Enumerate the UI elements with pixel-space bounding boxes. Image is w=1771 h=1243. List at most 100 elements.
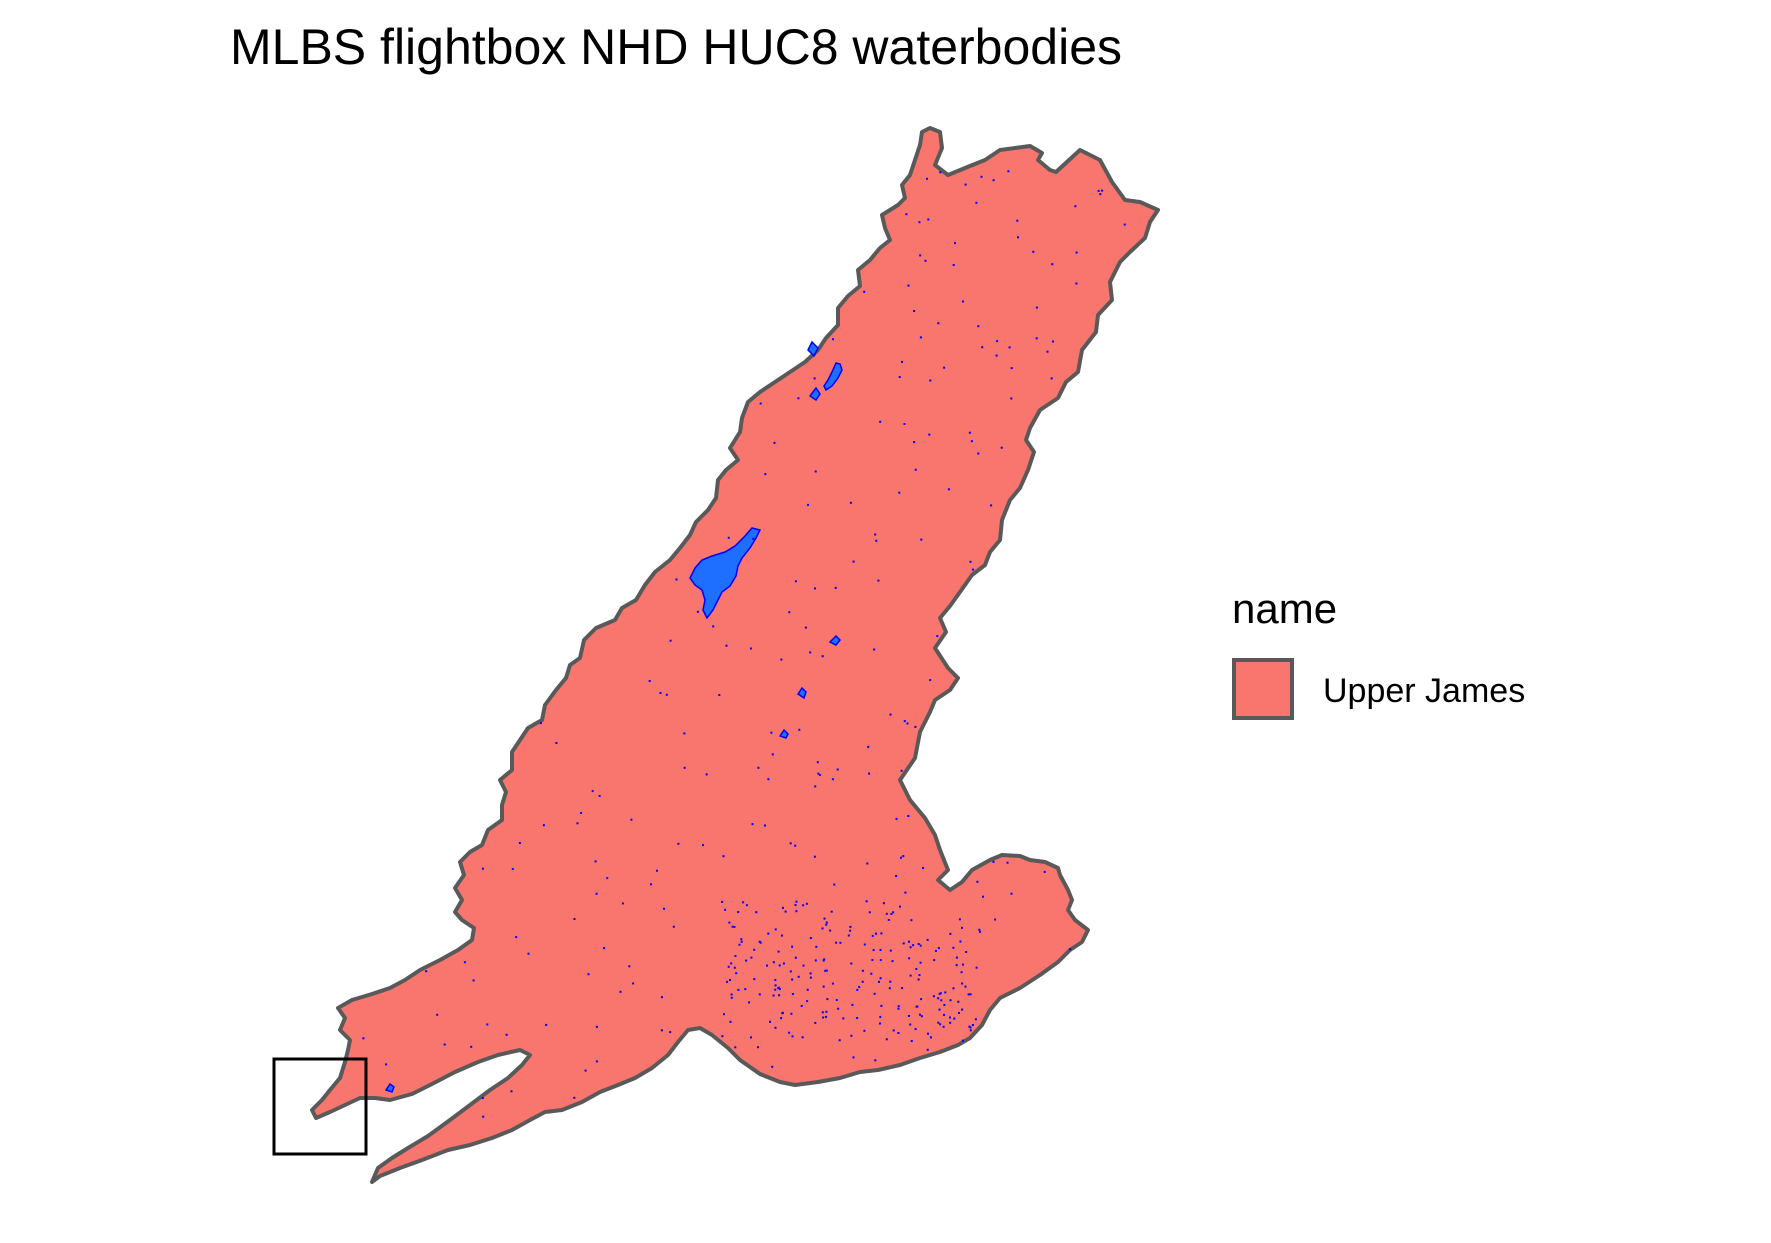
small-waterbody-dot (1032, 250, 1035, 253)
small-waterbody-dot (871, 959, 874, 961)
small-waterbody-dot (1010, 367, 1013, 370)
small-waterbody-dot (675, 578, 678, 581)
small-waterbody-dot (824, 969, 827, 972)
small-waterbody-dot (515, 936, 518, 939)
small-waterbody-dot (737, 988, 740, 991)
small-waterbody-dot (868, 772, 871, 775)
small-waterbody-dot (914, 468, 917, 471)
small-waterbody-dot (968, 1025, 971, 1028)
small-waterbody-dot (660, 1029, 663, 1032)
small-waterbody-dot (806, 1000, 809, 1003)
small-waterbody-dot (758, 993, 761, 996)
small-waterbody-dot (595, 1060, 598, 1063)
waterbody-pond-north (807, 340, 819, 358)
small-waterbody-dot (705, 773, 708, 776)
small-waterbody-dot (511, 868, 514, 870)
small-waterbody-dot (813, 855, 816, 858)
small-waterbody-dot (794, 956, 797, 959)
small-waterbody-dot (872, 949, 875, 952)
small-waterbody-dot (791, 945, 794, 948)
small-waterbody-dot (813, 377, 816, 380)
small-waterbody-dot (773, 441, 776, 444)
small-waterbody-dot (980, 175, 983, 178)
small-waterbody-dot (669, 1031, 672, 1034)
small-waterbody-dot (874, 533, 877, 536)
small-waterbody-dot (1043, 870, 1046, 873)
small-waterbody-dot (809, 651, 812, 654)
small-waterbody-dot (909, 946, 912, 949)
small-waterbody-dot (748, 1001, 751, 1004)
small-waterbody-dot (891, 960, 894, 963)
small-waterbody-dot (774, 1026, 777, 1029)
waterbodies-layer (362, 170, 1126, 1118)
waterbody-lake-large (689, 527, 762, 620)
small-waterbody-dot (871, 935, 874, 938)
small-waterbody-dot (772, 961, 775, 964)
small-waterbody-dot (587, 973, 590, 976)
small-waterbody-dot (1010, 892, 1013, 895)
small-waterbody-dot (982, 895, 984, 898)
small-waterbody-dot (782, 962, 785, 965)
small-waterbody-dot (791, 1035, 794, 1038)
small-waterbody-dot (759, 402, 762, 405)
small-waterbody-dot (930, 1036, 932, 1039)
small-waterbody-dot (798, 728, 801, 731)
small-waterbody-dot (826, 998, 829, 1001)
small-waterbody-dot (937, 322, 940, 325)
small-waterbody-dot (814, 587, 816, 590)
legend-key-upper-james (1232, 658, 1294, 720)
small-waterbody-dot (914, 1028, 917, 1031)
small-waterbody-dot (510, 1090, 513, 1093)
small-waterbody-dot (922, 867, 924, 869)
small-waterbody-dot (1074, 205, 1077, 208)
small-waterbody-dot (849, 501, 852, 504)
small-waterbody-dot (606, 877, 609, 880)
small-waterbody-dot (955, 964, 958, 967)
small-waterbody-dot (944, 991, 947, 994)
small-waterbody-dot (809, 972, 812, 975)
small-waterbody-dot (919, 1013, 921, 1016)
waterbody-pond-south-2 (778, 728, 789, 739)
small-waterbody-dot (839, 941, 842, 944)
small-waterbody-dot (919, 961, 922, 964)
small-waterbody-dot (598, 794, 601, 797)
small-waterbody-dot (770, 731, 773, 734)
small-waterbody-dot (724, 908, 727, 911)
small-waterbody-dot (974, 1018, 977, 1021)
small-waterbody-dot (767, 932, 770, 935)
small-waterbody-dot (753, 948, 756, 951)
small-waterbody-dot (949, 1016, 951, 1019)
small-waterbody-dot (772, 994, 775, 997)
small-waterbody-dot (873, 648, 876, 651)
small-waterbody-dot (889, 949, 892, 952)
small-waterbody-dot (877, 579, 880, 582)
small-waterbody-dot (947, 488, 950, 491)
small-waterbody-dot (977, 325, 980, 328)
small-waterbody-dot (733, 966, 736, 969)
small-waterbody-dot (882, 902, 885, 905)
small-waterbody-dot (794, 904, 797, 906)
small-waterbody-dot (834, 586, 837, 589)
small-waterbody-dot (789, 970, 792, 973)
small-waterbody-dot (755, 911, 758, 914)
small-waterbody-dot (875, 539, 878, 542)
small-waterbody-dot (856, 1017, 859, 1019)
small-waterbody-dot (901, 360, 903, 363)
small-waterbody-dot (897, 1007, 900, 1010)
small-waterbody-dot (729, 979, 731, 981)
small-waterbody-dot (784, 910, 787, 913)
small-waterbody-dot (661, 996, 663, 999)
small-waterbody-dot (918, 974, 921, 976)
small-waterbody-dot (835, 999, 838, 1001)
small-waterbody-dot (917, 943, 920, 945)
small-waterbody-dot (1097, 189, 1100, 192)
map-title: MLBS flightbox NHD HUC8 waterbodies (230, 19, 1123, 75)
small-waterbody-dot (835, 941, 838, 944)
small-waterbody-dot (898, 491, 901, 494)
small-waterbody-dot (1052, 340, 1054, 343)
small-waterbody-dot (943, 1004, 946, 1006)
small-waterbody-dot (837, 1007, 840, 1010)
small-waterbody-dot (937, 997, 940, 1000)
small-waterbody-dot (879, 949, 882, 951)
small-waterbody-dots (362, 170, 1126, 1118)
